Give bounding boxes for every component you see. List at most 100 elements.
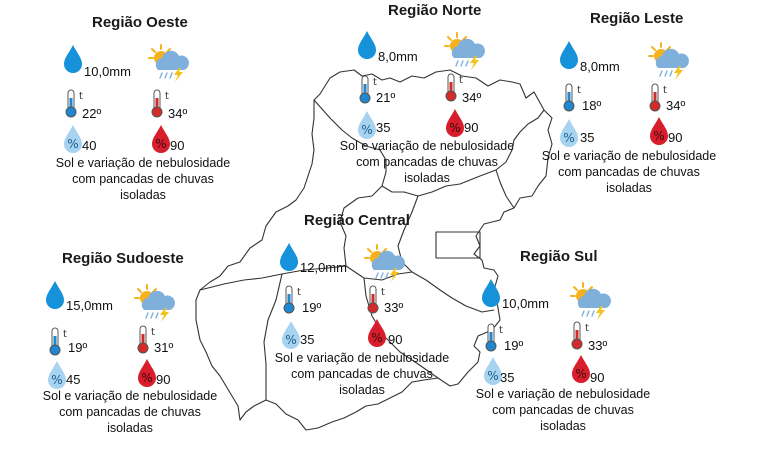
- humidity-max: 90: [388, 332, 403, 347]
- humidity-min-icon: %: [356, 110, 378, 140]
- svg-text:t: t: [381, 287, 385, 298]
- thermometer-min-icon: t: [48, 326, 70, 356]
- humidity-max-icon: %: [570, 354, 592, 384]
- svg-text:%: %: [67, 137, 78, 151]
- svg-text:%: %: [141, 371, 152, 385]
- temperature-min: 19º: [302, 300, 322, 315]
- forecast-description: Sol e variação de nebulosidade com panca…: [42, 389, 218, 435]
- svg-text:t: t: [499, 325, 503, 336]
- humidity-min-icon: %: [482, 356, 504, 386]
- svg-text:%: %: [371, 331, 382, 345]
- thermometer-max-icon: t: [570, 320, 592, 350]
- rain-amount: 10,0mm: [84, 64, 131, 79]
- region-border-north: [313, 99, 545, 197]
- sun-cloud-rain-lightning-icon: [148, 44, 190, 82]
- region-title: Região Sudoeste: [62, 250, 184, 267]
- rain-drop-icon: [278, 242, 300, 272]
- region-title: Região Sul: [520, 248, 598, 265]
- temperature-min: 18º: [582, 98, 602, 113]
- region-border-southwest: [199, 265, 413, 291]
- humidity-min: 35: [500, 370, 515, 385]
- temperature-max: 34º: [168, 106, 188, 121]
- svg-text:%: %: [653, 129, 664, 143]
- svg-text:t: t: [63, 329, 67, 340]
- thermometer-min-icon: t: [484, 322, 506, 352]
- region-border-central-east: [397, 195, 495, 313]
- humidity-max-icon: %: [150, 124, 172, 154]
- humidity-max: 90: [668, 130, 683, 145]
- humidity-min-icon: %: [62, 124, 84, 154]
- svg-text:t: t: [165, 91, 169, 102]
- humidity-max-icon: %: [366, 318, 388, 348]
- sun-cloud-rain-lightning-icon: [364, 244, 406, 282]
- temperature-min: 22º: [82, 106, 102, 121]
- temperature-max: 31º: [154, 340, 174, 355]
- thermometer-max-icon: t: [648, 82, 670, 112]
- svg-text:t: t: [373, 77, 377, 88]
- thermometer-min-icon: t: [358, 74, 380, 104]
- svg-text:%: %: [563, 131, 574, 145]
- rain-amount: 8,0mm: [580, 59, 620, 74]
- temperature-min: 21º: [376, 90, 396, 105]
- humidity-max: 90: [170, 138, 185, 153]
- humidity-min: 40: [82, 138, 97, 153]
- state-outer-border: [195, 69, 553, 431]
- temperature-max: 34º: [666, 98, 686, 113]
- region-title: Região Oeste: [92, 14, 188, 31]
- humidity-max: 90: [464, 120, 479, 135]
- humidity-min: 45: [66, 372, 81, 387]
- rain-amount: 12,0mm: [300, 260, 347, 275]
- humidity-max-icon: %: [136, 358, 158, 388]
- thermometer-min-icon: t: [64, 88, 86, 118]
- svg-text:%: %: [51, 373, 62, 387]
- thermometer-min-icon: t: [562, 82, 584, 112]
- humidity-max: 90: [590, 370, 605, 385]
- region-title: Região Leste: [590, 10, 684, 27]
- sun-cloud-rain-lightning-icon: [648, 42, 690, 80]
- svg-text:t: t: [663, 85, 667, 96]
- sun-cloud-rain-lightning-icon: [570, 282, 612, 320]
- humidity-min: 35: [580, 130, 595, 145]
- svg-text:%: %: [155, 137, 166, 151]
- region-border-east: [495, 169, 515, 209]
- humidity-min: 35: [376, 120, 391, 135]
- svg-text:t: t: [297, 287, 301, 298]
- humidity-min-icon: %: [280, 320, 302, 350]
- thermometer-max-icon: t: [444, 72, 466, 102]
- humidity-min: 35: [300, 332, 315, 347]
- rain-amount: 8,0mm: [378, 49, 418, 64]
- region-border-central-south: [263, 273, 283, 400]
- region-title: Região Central: [304, 212, 410, 229]
- rain-drop-icon: [558, 40, 580, 70]
- temperature-max: 34º: [462, 90, 482, 105]
- sun-cloud-rain-lightning-icon: [444, 32, 486, 70]
- svg-text:t: t: [585, 323, 589, 334]
- temperature-max: 33º: [384, 300, 404, 315]
- temperature-min: 19º: [68, 340, 88, 355]
- thermometer-max-icon: t: [366, 284, 388, 314]
- svg-text:t: t: [151, 327, 155, 338]
- thermometer-max-icon: t: [136, 324, 158, 354]
- region-border-central-west: [339, 185, 383, 267]
- sun-cloud-rain-lightning-icon: [134, 284, 176, 322]
- thermometer-min-icon: t: [282, 284, 304, 314]
- forecast-description: Sol e variação de nebulosidade com panca…: [274, 351, 450, 397]
- thermometer-max-icon: t: [150, 88, 172, 118]
- forecast-description: Sol e variação de nebulosidade com panca…: [475, 387, 651, 433]
- svg-text:%: %: [285, 333, 296, 347]
- rain-drop-icon: [44, 280, 66, 310]
- svg-text:%: %: [575, 367, 586, 381]
- federal-district-outline: [435, 231, 481, 259]
- rain-drop-icon: [480, 278, 502, 308]
- temperature-max: 33º: [588, 338, 608, 353]
- humidity-max: 90: [156, 372, 171, 387]
- humidity-min-icon: %: [46, 360, 68, 390]
- svg-text:t: t: [459, 75, 463, 86]
- forecast-description: Sol e variação de nebulosidade com panca…: [541, 149, 717, 195]
- rain-drop-icon: [62, 44, 84, 74]
- svg-text:t: t: [577, 85, 581, 96]
- forecast-description: Sol e variação de nebulosidade com panca…: [55, 156, 231, 202]
- temperature-min: 19º: [504, 338, 524, 353]
- svg-text:%: %: [487, 369, 498, 383]
